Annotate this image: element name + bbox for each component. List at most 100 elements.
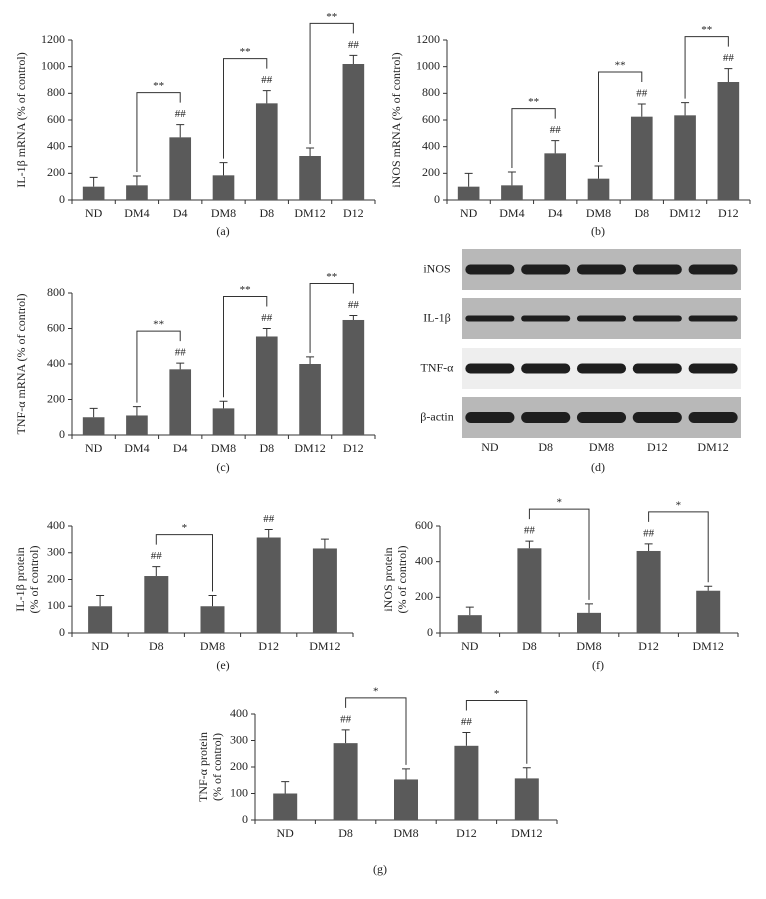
x-tick-label: DM12 bbox=[294, 206, 325, 220]
y-tick-label: 400 bbox=[47, 138, 65, 152]
blot-band bbox=[465, 264, 515, 275]
x-tick-label: ND bbox=[460, 206, 478, 220]
error-bar bbox=[264, 528, 273, 538]
error-bar bbox=[724, 68, 733, 82]
x-tick-label: D4 bbox=[173, 441, 188, 455]
significance-mark: ## bbox=[151, 550, 163, 562]
y-axis-label: (% of control) bbox=[395, 546, 409, 614]
bar bbox=[169, 137, 192, 200]
x-tick-label: D8 bbox=[259, 206, 274, 220]
blot-band bbox=[576, 264, 627, 275]
blot-lane-label: D8 bbox=[538, 440, 553, 454]
y-tick-label: 400 bbox=[422, 138, 440, 152]
x-tick-label: DM12 bbox=[511, 826, 542, 840]
error-bar bbox=[89, 407, 98, 418]
x-tick-label: ND bbox=[91, 639, 109, 653]
blot-band bbox=[576, 315, 627, 322]
error-bar bbox=[637, 103, 646, 117]
error-bar bbox=[176, 124, 185, 138]
bracket-label: ** bbox=[701, 24, 712, 36]
bar bbox=[169, 369, 192, 435]
bracket bbox=[648, 511, 709, 583]
y-tick-label: 300 bbox=[47, 545, 65, 559]
bracket bbox=[528, 508, 590, 600]
significance-mark: ## bbox=[643, 527, 655, 539]
y-tick-label: 200 bbox=[47, 571, 65, 585]
x-tick-label: DM8 bbox=[576, 639, 601, 653]
x-tick-label: DM12 bbox=[309, 639, 340, 653]
y-axis-label: iNOS protein bbox=[381, 547, 395, 611]
significance-mark: ## bbox=[348, 299, 360, 311]
bar bbox=[636, 550, 661, 633]
x-tick-label: D12 bbox=[343, 441, 364, 455]
y-tick-label: 300 bbox=[230, 732, 248, 746]
blot-band bbox=[688, 315, 738, 322]
y-axis-label: TNF-α protein bbox=[196, 732, 210, 802]
blot-band bbox=[688, 412, 738, 423]
bar bbox=[394, 779, 418, 820]
x-tick-label: D8 bbox=[338, 826, 353, 840]
bracket-label: ** bbox=[240, 284, 251, 296]
error-bar bbox=[349, 315, 358, 320]
x-tick-label: ND bbox=[277, 826, 295, 840]
bar bbox=[82, 417, 105, 435]
error-bar bbox=[132, 406, 141, 416]
blot-band bbox=[688, 264, 738, 275]
error-bar bbox=[349, 54, 358, 64]
bar bbox=[88, 606, 113, 633]
x-tick-label: DM12 bbox=[669, 206, 700, 220]
blot-band bbox=[521, 264, 571, 275]
blot-lane-label: D12 bbox=[647, 440, 668, 454]
y-tick-label: 800 bbox=[47, 85, 65, 99]
error-bar bbox=[551, 140, 560, 154]
x-tick-label: D12 bbox=[456, 826, 477, 840]
x-tick-label: ND bbox=[461, 639, 479, 653]
bar bbox=[126, 415, 148, 435]
bar bbox=[273, 793, 298, 820]
panel-caption: (g) bbox=[373, 862, 387, 876]
bar bbox=[212, 408, 235, 435]
x-tick-label: ND bbox=[85, 206, 103, 220]
blot-strip bbox=[462, 298, 741, 339]
x-tick-label: DM12 bbox=[294, 441, 325, 455]
blot-lane-label: ND bbox=[481, 440, 499, 454]
significance-mark: ## bbox=[348, 39, 360, 51]
bracket-label: * bbox=[373, 685, 379, 697]
error-bar bbox=[507, 171, 516, 186]
y-axis-label: (% of control) bbox=[27, 546, 41, 614]
y-tick-label: 0 bbox=[434, 192, 440, 206]
blot-band bbox=[632, 363, 682, 374]
blot-band bbox=[521, 315, 571, 322]
y-tick-label: 600 bbox=[47, 320, 65, 334]
bracket bbox=[309, 22, 354, 144]
x-tick-label: DM12 bbox=[693, 639, 724, 653]
error-bar bbox=[306, 147, 315, 156]
significance-mark: ## bbox=[550, 124, 562, 136]
blot-strip bbox=[462, 348, 741, 389]
blot-row-label: IL-1β bbox=[423, 310, 450, 324]
panel-caption: (e) bbox=[216, 658, 229, 672]
x-tick-label: D12 bbox=[638, 639, 659, 653]
blot-band bbox=[465, 315, 515, 322]
bar bbox=[299, 364, 321, 435]
x-tick-label: DM4 bbox=[124, 206, 149, 220]
significance-mark: ## bbox=[461, 716, 473, 728]
x-tick-label: DM8 bbox=[586, 206, 611, 220]
error-bar bbox=[176, 362, 185, 370]
error-bar bbox=[464, 172, 473, 187]
bar bbox=[717, 82, 740, 200]
blot-lane-label: DM12 bbox=[697, 440, 728, 454]
panel-caption: (f) bbox=[592, 658, 604, 672]
bracket-label: ** bbox=[240, 46, 251, 58]
bracket bbox=[684, 36, 729, 99]
bar bbox=[577, 612, 601, 633]
y-tick-label: 800 bbox=[422, 85, 440, 99]
bar bbox=[457, 615, 482, 633]
bracket bbox=[223, 296, 268, 398]
error-bar bbox=[465, 606, 474, 616]
bracket bbox=[136, 92, 181, 172]
bracket bbox=[223, 58, 268, 159]
blot-row-label: iNOS bbox=[423, 261, 450, 275]
bar bbox=[457, 186, 480, 200]
y-tick-label: 100 bbox=[230, 785, 248, 799]
